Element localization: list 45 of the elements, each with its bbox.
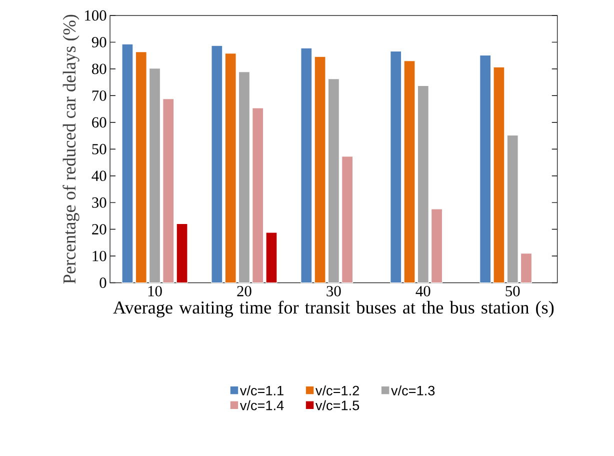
legend-label: v/c=1.2 xyxy=(315,386,359,396)
bar xyxy=(122,44,134,284)
bar xyxy=(266,232,278,284)
bar xyxy=(314,56,326,284)
bar xyxy=(238,72,250,284)
legend-label: v/c=1.3 xyxy=(391,386,435,396)
legend-label: v/c=1.4 xyxy=(240,400,284,411)
bar xyxy=(404,60,416,284)
bar xyxy=(431,208,443,284)
y-tick-label: 80 xyxy=(92,64,106,74)
y-tick-label: 20 xyxy=(92,224,106,235)
legend-label: v/c=1.5 xyxy=(315,400,360,411)
bar xyxy=(493,67,505,284)
bar xyxy=(520,253,532,284)
y-tick-label: 60 xyxy=(92,117,106,128)
x-tick-label: 20 xyxy=(237,286,252,297)
x-tick-label: 50 xyxy=(506,286,520,297)
bar xyxy=(328,78,340,284)
y-tick-label: 100 xyxy=(85,10,106,21)
bar xyxy=(176,224,188,284)
bar xyxy=(390,51,402,284)
bar xyxy=(252,108,264,284)
y-tick-label: 10 xyxy=(92,251,106,262)
y-axis-title: Percentage of reduced car delays (%) xyxy=(62,15,80,284)
y-tick-label: 0 xyxy=(100,278,106,288)
x-tick-label: 40 xyxy=(416,286,430,297)
bar xyxy=(211,46,223,284)
y-tick-label: 50 xyxy=(92,144,106,155)
y-tick-label: 70 xyxy=(92,90,106,102)
bar xyxy=(506,135,518,284)
y-tick-label: 30 xyxy=(92,198,106,208)
y-tick-label: 90 xyxy=(92,37,106,48)
x-axis-title: Average waiting time for transit buses at the bus station (s) xyxy=(113,300,554,318)
bar xyxy=(417,86,429,284)
legend-label: v/c=1.1 xyxy=(240,386,284,396)
bar xyxy=(300,48,312,284)
y-tick-label: 40 xyxy=(92,170,106,182)
bar xyxy=(149,68,160,284)
bar xyxy=(135,52,147,284)
bar xyxy=(162,98,174,284)
bar xyxy=(224,53,236,284)
x-tick-label: 30 xyxy=(326,286,341,297)
bar xyxy=(342,156,354,284)
x-tick-label: 10 xyxy=(148,286,162,297)
bar xyxy=(480,55,492,284)
